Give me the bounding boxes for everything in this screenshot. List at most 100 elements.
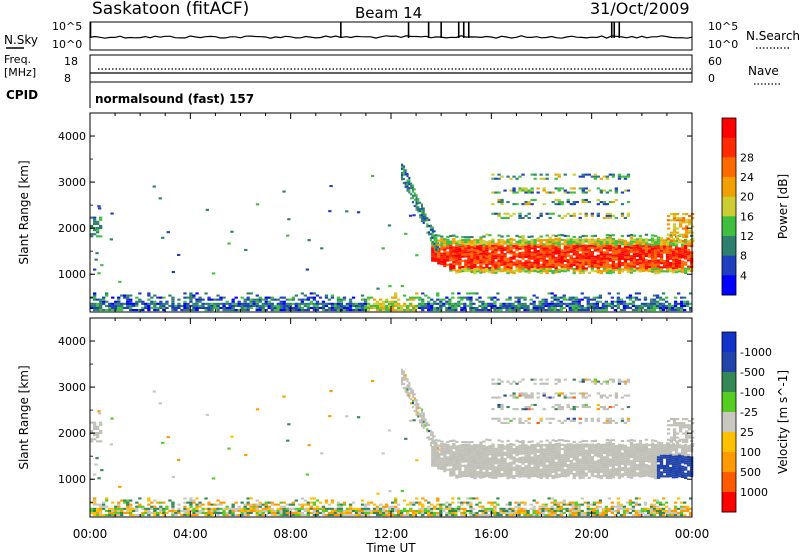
data-cell — [530, 450, 534, 453]
data-cell — [595, 507, 599, 510]
data-cell — [388, 509, 392, 512]
data-cell — [434, 245, 438, 248]
data-cell — [102, 501, 106, 504]
data-cell — [530, 448, 534, 451]
data-cell — [452, 474, 456, 477]
data-cell — [479, 242, 483, 245]
data-cell — [409, 304, 413, 307]
data-cell — [629, 259, 634, 262]
data-cell — [342, 511, 347, 514]
data-cell — [524, 475, 528, 478]
data-cell — [524, 465, 528, 468]
data-cell — [482, 244, 486, 247]
data-cell — [659, 237, 664, 240]
data-cell — [99, 300, 103, 303]
data-cell — [641, 265, 646, 268]
data-cell — [583, 511, 587, 514]
data-cell — [533, 177, 537, 180]
data-cell — [586, 298, 590, 301]
data-cell — [623, 453, 628, 456]
data-cell — [273, 509, 277, 512]
data-cell — [551, 263, 555, 266]
data-cell — [458, 270, 462, 273]
data-cell — [454, 302, 458, 305]
data-cell — [554, 451, 558, 454]
data-cell — [249, 507, 253, 510]
data-cell — [629, 466, 634, 469]
data-cell — [300, 300, 304, 303]
data-cell — [150, 302, 154, 305]
data-cell — [429, 228, 432, 231]
data-cell — [469, 296, 473, 299]
data-cell — [413, 204, 416, 207]
data-cell — [99, 503, 103, 506]
data-cell — [476, 458, 480, 461]
data-cell — [563, 456, 567, 459]
data-cell — [117, 501, 121, 504]
data-cell — [496, 309, 500, 312]
data-cell — [497, 471, 501, 474]
data-cell — [294, 304, 298, 307]
data-cell — [608, 460, 612, 463]
data-cell — [686, 507, 690, 510]
data-cell — [515, 447, 519, 450]
data-cell — [102, 309, 106, 312]
data-cell — [608, 265, 612, 268]
data-cell — [613, 304, 617, 307]
data-cell — [625, 306, 630, 309]
data-cell — [297, 514, 301, 517]
data-cell — [388, 302, 392, 305]
data-cell — [153, 505, 157, 508]
data-cell — [282, 514, 286, 517]
data-cell — [189, 514, 193, 517]
data-cell — [431, 462, 435, 465]
data-cell — [673, 300, 678, 303]
data-cell — [514, 509, 518, 512]
data-cell — [658, 509, 663, 512]
data-cell — [527, 255, 531, 258]
data-cell — [619, 505, 624, 508]
data-cell — [470, 271, 474, 274]
data-cell — [617, 242, 622, 245]
data-cell — [366, 501, 371, 504]
data-cell — [452, 238, 456, 241]
data-cell — [493, 511, 497, 514]
data-cell — [638, 234, 643, 237]
data-cell — [491, 203, 495, 206]
data-cell — [460, 309, 464, 312]
data-cell — [457, 292, 461, 295]
data-cell — [93, 294, 97, 297]
data-cell — [476, 454, 480, 457]
data-cell — [590, 235, 594, 238]
data-cell — [240, 309, 244, 312]
data-cell — [575, 445, 579, 448]
data-cell — [403, 309, 407, 312]
data-cell — [210, 302, 214, 305]
data-cell — [572, 243, 576, 246]
data-cell — [587, 201, 591, 204]
data-cell — [650, 254, 655, 257]
data-cell — [488, 269, 492, 272]
data-cell — [593, 450, 597, 453]
data-cell — [515, 468, 519, 471]
data-cell — [605, 458, 609, 461]
data-cell — [563, 247, 567, 250]
data-cell — [590, 464, 594, 467]
data-cell — [96, 503, 100, 506]
data-cell — [604, 507, 608, 510]
data-cell — [315, 514, 320, 517]
data-cell — [542, 460, 546, 463]
data-cell — [500, 466, 504, 469]
data-cell — [580, 298, 584, 301]
data-cell — [363, 298, 368, 301]
data-cell — [614, 191, 618, 194]
data-cell — [557, 467, 561, 470]
data-cell — [539, 456, 543, 459]
data-cell — [584, 462, 588, 465]
data-cell — [420, 216, 423, 219]
data-cell — [578, 477, 582, 480]
data-cell — [439, 306, 443, 309]
data-cell — [586, 296, 590, 299]
data-cell — [497, 201, 501, 204]
data-cell — [204, 302, 208, 305]
